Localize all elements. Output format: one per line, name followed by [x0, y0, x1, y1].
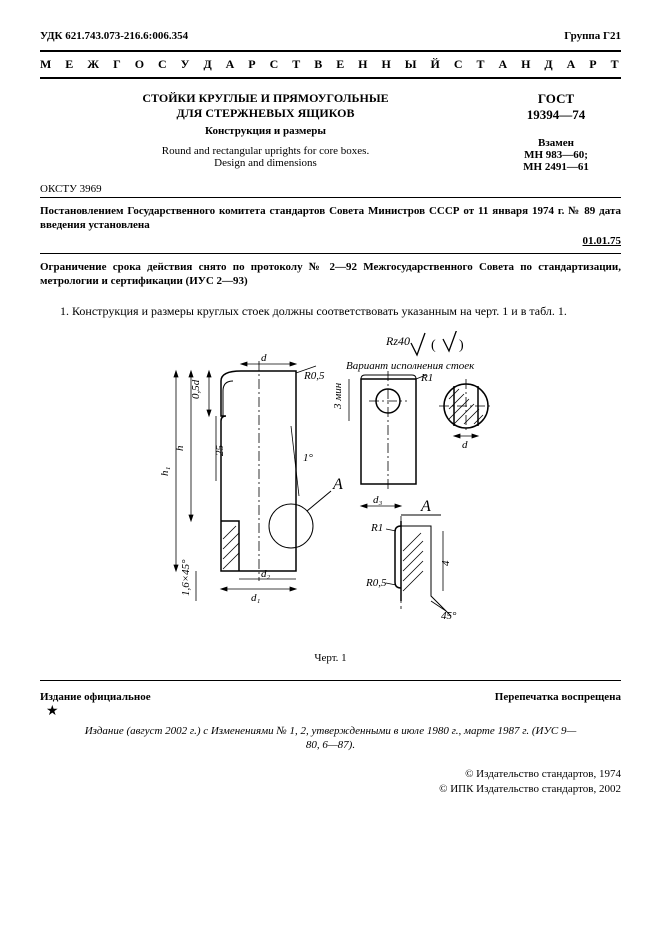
label-05d: 0,5d — [190, 379, 202, 399]
banner-title: М Е Ж Г О С У Д А Р С Т В Е Н Н Ы Й С Т … — [40, 52, 621, 77]
label-3min: 3 мин — [332, 382, 344, 410]
reprint-prohibited: Перепечатка воспрещена — [495, 691, 621, 703]
replace-label: Взамен — [491, 137, 621, 149]
en-line-2: Design and dimensions — [40, 157, 491, 169]
header-left: СТОЙКИ КРУГЛЫЕ И ПРЯМОУГОЛЬНЫЕ ДЛЯ СТЕРЖ… — [40, 91, 491, 173]
label-r1b: R1 — [370, 522, 383, 534]
gost-number: 19394—74 — [491, 107, 621, 123]
label-chamfer: 1,6×45° — [180, 559, 192, 596]
label-d: d — [261, 352, 267, 364]
label-d1: d₁ — [251, 592, 261, 604]
udc-code: УДК 621.743.073-216.6:006.354 — [40, 30, 188, 42]
label-detA: A — [420, 498, 431, 515]
subtitle: Конструкция и размеры — [40, 125, 491, 137]
label-r05: R0,5 — [303, 370, 325, 382]
label-25: 25 — [214, 445, 226, 457]
group-code: Группа Г21 — [564, 30, 621, 42]
rule-decree — [40, 253, 621, 254]
replace-2: МН 2491—61 — [491, 161, 621, 173]
figure-1: Rz40 ( ) — [40, 331, 621, 664]
label-r1a: R1 — [420, 372, 433, 384]
edition-note: Издание (август 2002 г.) с Изменениями №… — [80, 724, 581, 753]
star-icon: ★ — [46, 703, 621, 720]
label-d2: d₂ — [261, 568, 271, 580]
header-right: ГОСТ 19394—74 Взамен МН 983—60; МН 2491—… — [491, 91, 621, 173]
gost-label: ГОСТ — [491, 91, 621, 107]
decree-text: Постановлением Государственного комитета… — [40, 204, 621, 233]
label-r05b: R0,5 — [365, 577, 387, 589]
label-1deg: 1° — [303, 452, 314, 464]
header-block: СТОЙКИ КРУГЛЫЕ И ПРЯМОУГОЛЬНЫЕ ДЛЯ СТЕРЖ… — [40, 91, 621, 173]
svg-text:): ) — [459, 338, 464, 353]
okstu: ОКСТУ 3969 — [40, 183, 621, 195]
edition-official: Издание официальное — [40, 691, 151, 703]
page: УДК 621.743.073-216.6:006.354 Группа Г21… — [0, 0, 661, 936]
rule-footer — [40, 680, 621, 681]
label-A: A — [332, 476, 343, 493]
copyright-block: © Издательство стандартов, 1974 © ИПК Из… — [40, 767, 621, 798]
label-rz40: Rz40 — [385, 334, 410, 348]
paragraph-1: 1. Конструкция и размеры круглых стоек д… — [40, 304, 621, 319]
decree-date: 01.01.75 — [40, 235, 621, 247]
svg-text:(: ( — [431, 338, 436, 353]
label-d3: d₃ — [373, 494, 383, 506]
top-line: УДК 621.743.073-216.6:006.354 Группа Г21 — [40, 30, 621, 42]
label-4: 4 — [440, 560, 452, 566]
label-h1: h₁ — [159, 467, 171, 477]
label-d-side: d — [462, 439, 468, 451]
rule-top-2 — [40, 77, 621, 79]
en-line-1: Round and rectangular uprights for core … — [40, 145, 491, 157]
label-variant: Вариант исполнения стоек — [346, 360, 475, 372]
title-line-1: СТОЙКИ КРУГЛЫЕ И ПРЯМОУГОЛЬНЫЕ — [40, 91, 491, 106]
limitation-text: Ограничение срока действия снято по прот… — [40, 260, 621, 289]
label-45: 45° — [441, 610, 457, 622]
copyright-1: © Издательство стандартов, 1974 — [40, 767, 621, 782]
figure-caption: Черт. 1 — [40, 652, 621, 664]
drawing-svg: Rz40 ( ) — [121, 331, 541, 641]
replace-1: МН 983—60; — [491, 149, 621, 161]
copyright-2: © ИПК Издательство стандартов, 2002 — [40, 782, 621, 797]
title-line-2: ДЛЯ СТЕРЖНЕВЫХ ЯЩИКОВ — [40, 106, 491, 121]
rule-okstu — [40, 197, 621, 198]
footer-line: Издание официальное Перепечатка воспреще… — [40, 691, 621, 703]
